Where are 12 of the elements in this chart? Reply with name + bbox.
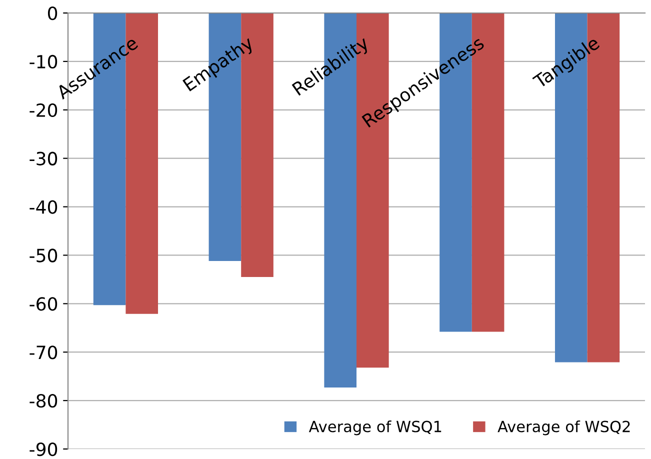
y-tick-label: -90 bbox=[30, 442, 58, 456]
y-tick-label: -80 bbox=[30, 394, 58, 408]
y-tick-label: -40 bbox=[30, 200, 58, 214]
y-tick-label: -50 bbox=[30, 248, 58, 262]
legend-label: Average of WSQ2 bbox=[498, 420, 630, 436]
y-tick-label: -10 bbox=[30, 54, 58, 69]
y-tick-label: -60 bbox=[30, 297, 58, 311]
y-tick-label: -20 bbox=[30, 103, 58, 118]
legend-label: Average of WSQ1 bbox=[308, 420, 442, 436]
y-tick-label: -70 bbox=[30, 346, 58, 360]
y-tick-label: -30 bbox=[30, 152, 58, 166]
y-tick-label: 0 bbox=[48, 6, 58, 20]
